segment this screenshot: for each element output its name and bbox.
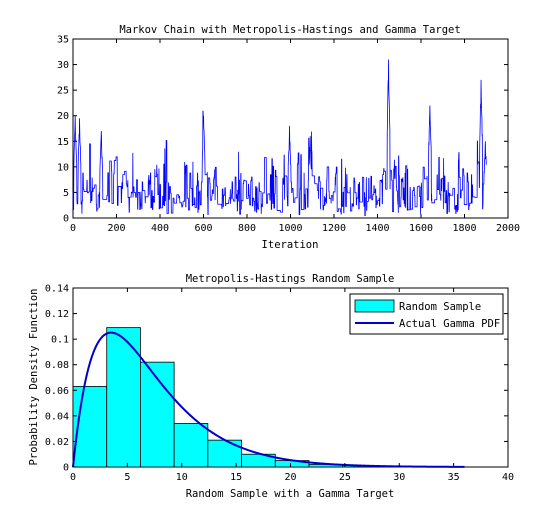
trace-xtick-label: 600 — [194, 223, 212, 234]
trace-plot-title: Markov Chain with Metropolis-Hastings an… — [119, 24, 460, 36]
hist-ytick-label: 0 — [63, 463, 69, 474]
hist-ytick-label: 0.02 — [45, 437, 69, 448]
trace-xtick-label: 1600 — [409, 223, 433, 234]
histogram-plot-ylabel: Probability Density Function — [28, 288, 40, 465]
histogram-bar — [106, 327, 141, 468]
trace-xtick-label: 1000 — [278, 223, 302, 234]
legend-label-random-sample: Random Sample — [399, 301, 481, 313]
hist-xtick-label: 40 — [502, 472, 514, 483]
hist-xtick-label: 10 — [176, 472, 188, 483]
trace-plot-axes-box — [72, 38, 509, 219]
trace-ytick-label: 30 — [57, 60, 69, 71]
trace-plot-xlabel: Iteration — [262, 239, 319, 251]
trace-xtick-label: 400 — [151, 223, 169, 234]
hist-ytick-label: 0.14 — [45, 284, 69, 295]
legend-patch-random-sample — [354, 299, 395, 313]
hist-ytick-label: 0.12 — [45, 309, 69, 320]
legend-label-gamma-pdf: Actual Gamma PDF — [399, 318, 500, 330]
trace-ytick-label: 5 — [63, 188, 69, 199]
hist-xtick-label: 15 — [230, 472, 242, 483]
hist-ytick-label: 0.04 — [45, 411, 69, 422]
trace-xtick-label: 800 — [238, 223, 256, 234]
hist-xtick-label: 20 — [284, 472, 296, 483]
trace-ytick-label: 0 — [63, 214, 69, 225]
trace-xtick-label: 1200 — [322, 223, 346, 234]
hist-xtick-label: 5 — [124, 472, 130, 483]
trace-series-line — [72, 59, 487, 217]
hist-xtick-label: 0 — [70, 472, 76, 483]
histogram-plot-title: Metropolis-Hastings Random Sample — [186, 273, 395, 285]
histogram-plot: Metropolis-Hastings Random Sample 0 5 10 15… — [28, 273, 514, 500]
trace-ytick-label: 10 — [57, 162, 69, 173]
trace-xtick-label: 1800 — [452, 223, 476, 234]
histogram-bar — [173, 423, 209, 468]
legend: Random Sample Actual Gamma PDF — [349, 293, 504, 335]
trace-xtick-label: 0 — [70, 223, 76, 234]
trace-xtick-label: 200 — [107, 223, 125, 234]
trace-ytick-label: 25 — [57, 86, 69, 97]
trace-plot: Markov Chain with Metropolis-Hastings an… — [57, 24, 520, 251]
histogram-bar — [207, 439, 242, 468]
hist-ytick-label: 0.1 — [51, 335, 69, 346]
hist-xtick-label: 30 — [393, 472, 405, 483]
histogram-plot-xlabel: Random Sample with a Gamma Target — [186, 488, 395, 500]
hist-xtick-label: 25 — [339, 472, 351, 483]
trace-xtick-label: 1400 — [365, 223, 389, 234]
hist-ytick-label: 0.08 — [45, 360, 69, 371]
trace-ytick-label: 20 — [57, 111, 69, 122]
trace-xtick-label: 2000 — [496, 223, 520, 234]
trace-ytick-label: 15 — [57, 137, 69, 148]
hist-xtick-label: 35 — [448, 472, 460, 483]
trace-ytick-label: 35 — [57, 35, 69, 46]
hist-ytick-label: 0.06 — [45, 386, 69, 397]
